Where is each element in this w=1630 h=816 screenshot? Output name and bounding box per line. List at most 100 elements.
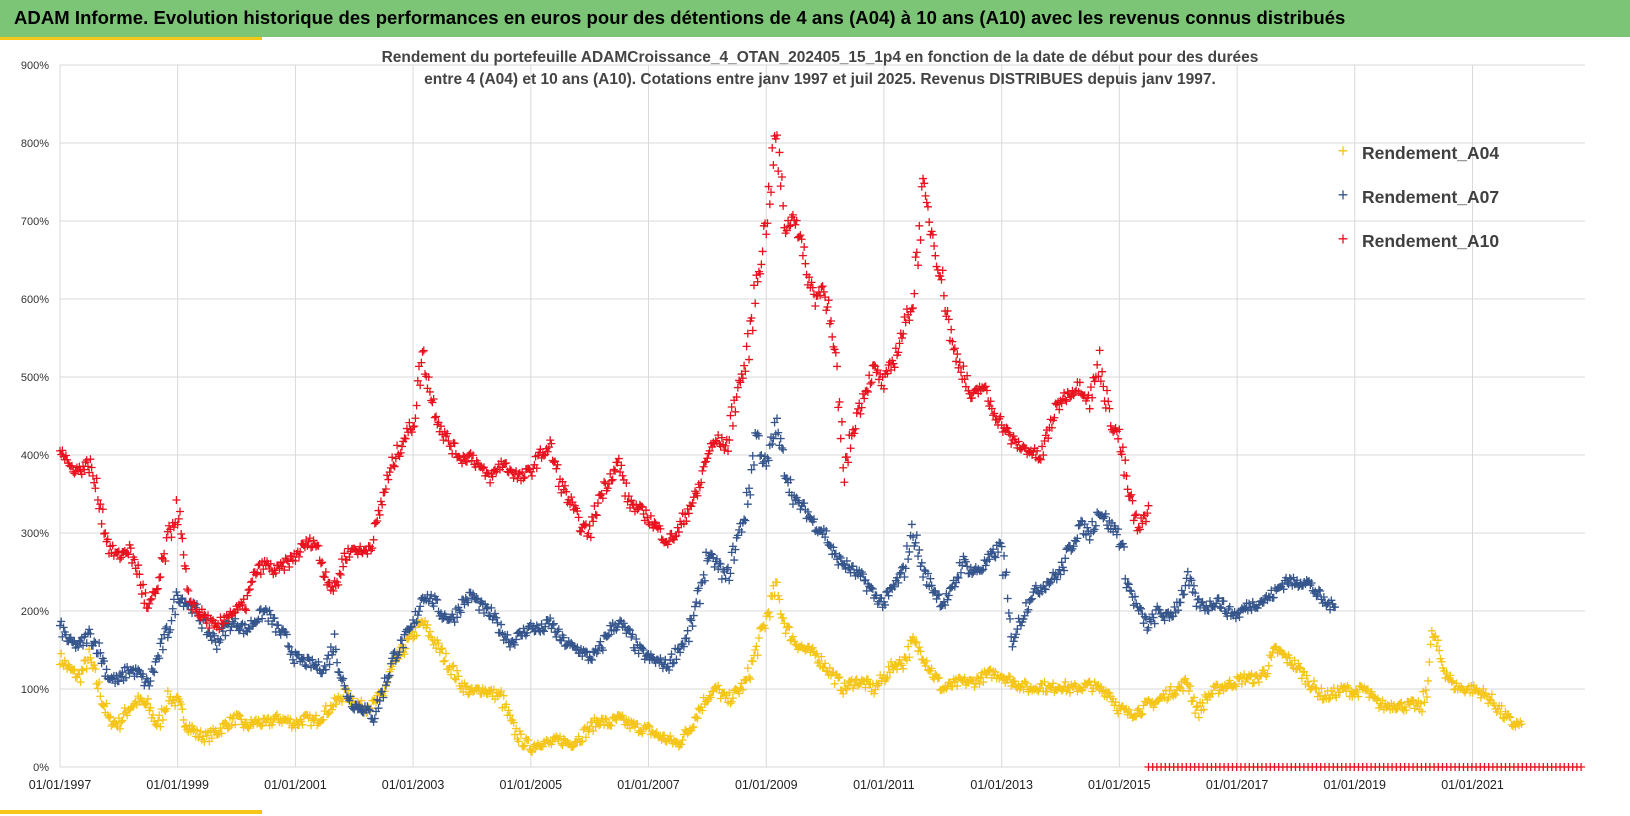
data-point-rendement-a07	[433, 595, 442, 604]
data-point-rendement-a10	[1135, 525, 1144, 534]
data-point-rendement-a07	[894, 578, 903, 587]
data-point-rendement-a04	[846, 677, 855, 686]
data-point-rendement-a10	[1004, 428, 1013, 437]
data-point-rendement-a04	[116, 724, 125, 733]
data-point-rendement-a04	[439, 657, 448, 666]
data-point-rendement-a07	[721, 574, 730, 583]
data-point-rendement-a04	[971, 679, 980, 688]
data-point-rendement-a07	[692, 598, 701, 607]
data-point-rendement-a10	[643, 513, 652, 522]
data-point-rendement-a04	[585, 725, 594, 734]
data-point-rendement-a10	[593, 499, 602, 508]
data-point-rendement-a07	[759, 457, 768, 466]
data-point-rendement-a10	[334, 580, 343, 589]
data-point-rendement-a07	[287, 647, 296, 656]
data-point-rendement-a10	[242, 606, 251, 615]
data-point-rendement-a07	[1089, 527, 1098, 536]
data-point-rendement-a10	[834, 403, 843, 412]
data-point-rendement-a10	[948, 337, 957, 346]
y-tick-label: 600%	[21, 294, 49, 306]
data-point-rendement-a04	[331, 700, 340, 709]
data-point-rendement-a04	[268, 720, 277, 729]
data-point-rendement-a10	[172, 495, 181, 504]
data-point-rendement-a07	[173, 591, 182, 600]
data-point-rendement-a07	[197, 624, 206, 633]
data-point-rendement-a04	[817, 652, 826, 661]
data-point-rendement-a10	[243, 591, 252, 600]
data-point-rendement-a04	[1490, 701, 1499, 710]
data-point-rendement-a07	[559, 633, 568, 642]
data-point-rendement-a10	[410, 422, 419, 431]
data-point-rendement-a04	[1424, 676, 1433, 685]
data-point-rendement-a10	[1038, 442, 1047, 451]
data-point-rendement-a04	[1105, 689, 1114, 698]
data-point-rendement-a07	[414, 607, 423, 616]
data-point-rendement-a10	[1104, 397, 1113, 406]
data-point-rendement-a07	[776, 434, 785, 443]
data-point-rendement-a07	[166, 625, 175, 634]
data-point-rendement-a07	[978, 566, 987, 575]
data-point-rendement-a04	[1435, 646, 1444, 655]
data-point-rendement-a10	[253, 568, 262, 577]
data-point-rendement-a04	[808, 643, 817, 652]
data-point-rendement-a04	[1057, 686, 1066, 695]
data-point-rendement-a10	[92, 474, 101, 483]
data-point-rendement-a04	[753, 651, 762, 660]
data-point-rendement-a10	[405, 418, 414, 427]
data-point-rendement-a10	[395, 452, 404, 461]
data-point-rendement-a04	[738, 685, 747, 694]
data-point-rendement-a04	[1249, 678, 1258, 687]
data-point-rendement-a07	[1073, 534, 1082, 543]
data-point-rendement-a10	[758, 247, 767, 256]
data-point-rendement-a04	[1199, 705, 1208, 714]
data-point-rendement-a10	[912, 248, 921, 257]
data-point-rendement-a04	[578, 737, 587, 746]
data-point-rendement-a04	[842, 685, 851, 694]
data-point-rendement-a07	[479, 608, 488, 617]
data-point-rendement-a10	[927, 227, 936, 236]
data-point-rendement-a10	[953, 350, 962, 359]
data-point-rendement-a10	[351, 545, 360, 554]
data-point-rendement-a10	[432, 412, 441, 421]
data-point-rendement-a07	[668, 659, 677, 668]
data-point-rendement-a07	[1024, 605, 1033, 614]
x-tick-label: 01/01/2009	[735, 778, 798, 792]
data-point-rendement-a07	[695, 599, 704, 608]
data-point-rendement-a10	[955, 358, 964, 367]
data-point-rendement-a07	[679, 642, 688, 651]
data-point-rendement-a10	[256, 570, 265, 579]
data-point-rendement-a07	[737, 528, 746, 537]
data-point-rendement-a04	[698, 706, 707, 715]
data-point-rendement-a10	[141, 588, 150, 597]
data-point-rendement-a10	[700, 458, 709, 467]
data-point-rendement-a07	[1264, 592, 1273, 601]
data-point-rendement-a07	[1085, 535, 1094, 544]
data-point-rendement-a10	[425, 387, 434, 396]
data-point-rendement-a10	[833, 362, 842, 371]
data-point-rendement-a07	[172, 587, 181, 596]
data-point-rendement-a04	[870, 689, 879, 698]
data-point-rendement-a07	[770, 418, 779, 427]
data-point-rendement-a07	[469, 589, 478, 598]
data-point-rendement-a10	[397, 442, 406, 451]
data-point-rendement-a04	[725, 688, 734, 697]
data-point-rendement-a07	[944, 591, 953, 600]
data-point-rendement-a10	[1118, 443, 1127, 452]
data-point-rendement-a07	[209, 629, 218, 638]
data-point-rendement-a04	[745, 673, 754, 682]
data-point-rendement-a07	[221, 631, 230, 640]
data-point-rendement-a04	[1254, 678, 1263, 687]
data-point-rendement-a07	[749, 461, 758, 470]
data-point-rendement-a07	[694, 584, 703, 593]
data-point-rendement-a04	[440, 656, 449, 665]
data-point-rendement-a07	[687, 616, 696, 625]
data-point-rendement-a07	[1307, 578, 1316, 587]
data-point-rendement-a10	[762, 230, 771, 239]
data-point-rendement-a10	[698, 466, 707, 475]
data-point-rendement-a10	[851, 424, 860, 433]
data-point-rendement-a07	[339, 674, 348, 683]
data-point-rendement-a07	[909, 533, 918, 542]
x-tick-label: 01/01/2011	[853, 778, 915, 792]
data-point-rendement-a04	[502, 700, 511, 709]
data-point-rendement-a10	[101, 529, 110, 538]
